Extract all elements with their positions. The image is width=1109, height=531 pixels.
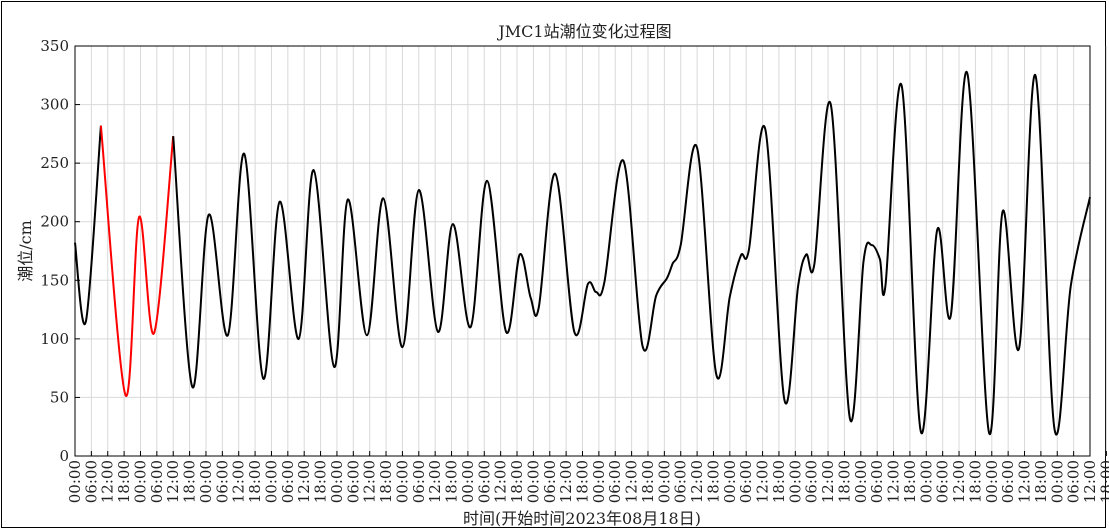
x-tick-label: 18:00	[835, 460, 853, 503]
x-tick-label: 00:00	[459, 460, 477, 503]
plot-series	[74, 71, 1091, 436]
grid-lines	[74, 45, 1107, 457]
x-tick-label: 06:00	[213, 460, 231, 503]
x-tick-label: 00:00	[983, 460, 1001, 503]
x-tick-label: 18:00	[443, 460, 461, 503]
x-tick-label: 06:00	[279, 460, 297, 503]
x-tick-label: 12:00	[885, 460, 903, 503]
x-tick-label: 18:00	[508, 460, 526, 503]
x-tick-label: 06:00	[934, 460, 952, 503]
x-tick-label: 00:00	[197, 460, 215, 503]
x-tick-label: 12:00	[164, 460, 182, 503]
y-tick-label: 50	[50, 388, 69, 406]
x-tick-label: 00:00	[721, 460, 739, 503]
x-tick-label: 12:00	[688, 460, 706, 503]
x-tick-label: 12:00	[557, 460, 575, 503]
x-tick-label: 18:00	[246, 460, 264, 503]
x-tick-label: 12:00	[1016, 460, 1034, 503]
y-tick-label: 300	[40, 96, 69, 114]
x-tick-label: 12:00	[361, 460, 379, 503]
x-tick-label: 12:00	[819, 460, 837, 503]
y-axis-ticks: 0 50 100 150 200 250 300 350	[40, 37, 80, 465]
x-tick-label: 18:00	[181, 460, 199, 503]
x-tick-label: 06:00	[868, 460, 886, 503]
x-tick-label: 00:00	[655, 460, 673, 503]
x-tick-label: 00:00	[1048, 460, 1066, 503]
x-axis-ticks: 00:0006:0012:0018:0000:0006:0012:0018:00…	[66, 451, 1109, 503]
x-tick-label: 18:00	[966, 460, 984, 503]
x-tick-label: 06:00	[148, 460, 166, 503]
x-tick-label: 12:00	[492, 460, 510, 503]
x-tick-label: 18:00	[901, 460, 919, 503]
x-tick-label: 12:00	[230, 460, 248, 503]
x-tick-label: 06:00	[410, 460, 428, 503]
x-tick-label: 00:00	[131, 460, 149, 503]
x-tick-label: 00:00	[852, 460, 870, 503]
x-tick-label: 12:00	[295, 460, 313, 503]
x-tick-label: 00:00	[262, 460, 280, 503]
tide-series-line-3	[172, 71, 1091, 436]
x-tick-label: 12:00	[99, 460, 117, 503]
x-tick-label: 00:00	[66, 460, 84, 503]
x-tick-label: 06:00	[999, 460, 1017, 503]
x-tick-label: 06:00	[344, 460, 362, 503]
tide-series-line-1	[74, 125, 102, 326]
x-tick-label: 06:00	[606, 460, 624, 503]
x-tick-label: 18:00	[1032, 460, 1050, 503]
x-tick-label: 18:00	[639, 460, 657, 503]
x-tick-label: 00:00	[524, 460, 542, 503]
x-tick-label: 06:00	[541, 460, 559, 503]
x-tick-label: 18:00	[115, 460, 133, 503]
x-tick-label: 18:00	[377, 460, 395, 503]
x-tick-label: 06:00	[82, 460, 100, 503]
x-tick-label: 18:00	[770, 460, 788, 503]
x-tick-label: 06:00	[1065, 460, 1083, 503]
x-tick-label: 12:00	[1081, 460, 1099, 503]
y-axis-label: 潮位/cm	[16, 220, 35, 282]
x-tick-label: 12:00	[754, 460, 772, 503]
x-tick-label: 12:00	[623, 460, 641, 503]
y-tick-label: 150	[40, 271, 69, 289]
x-tick-label: 06:00	[803, 460, 821, 503]
x-tick-label: 06:00	[475, 460, 493, 503]
y-tick-label: 250	[40, 154, 69, 172]
x-tick-label: 06:00	[672, 460, 690, 503]
x-tick-label: 18:00	[574, 460, 592, 503]
x-axis-label: 时间(开始时间2023年08月18日)	[463, 509, 701, 528]
chart-title: JMC1站潮位变化过程图	[496, 22, 671, 41]
x-tick-label: 12:00	[950, 460, 968, 503]
x-tick-label: 18:00	[312, 460, 330, 503]
tide-series-line-2	[99, 125, 175, 397]
x-tick-label: 00:00	[917, 460, 935, 503]
y-tick-label: 350	[40, 37, 69, 55]
x-tick-label: 00:00	[393, 460, 411, 503]
x-tick-label: 00:00	[328, 460, 346, 503]
y-tick-label: 200	[40, 213, 69, 231]
x-tick-label: 00:00	[590, 460, 608, 503]
x-tick-label: 18:00	[704, 460, 722, 503]
x-tick-label: 18:00	[1097, 460, 1109, 503]
x-tick-label: 00:00	[786, 460, 804, 503]
y-tick-label: 100	[40, 330, 69, 348]
x-tick-label: 06:00	[737, 460, 755, 503]
y-tick-label: 0	[59, 447, 69, 465]
x-tick-label: 12:00	[426, 460, 444, 503]
